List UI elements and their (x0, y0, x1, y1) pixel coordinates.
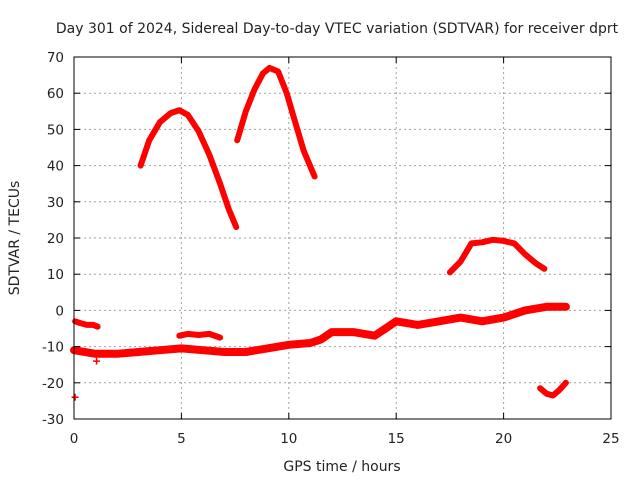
x-tick-label: 25 (602, 431, 619, 447)
series-layer (70, 64, 570, 401)
y-tick-label: 70 (47, 50, 64, 66)
series-arc-5 (72, 318, 101, 330)
x-tick-label: 15 (388, 431, 405, 447)
series-baseline (70, 302, 570, 358)
y-tick-label: -30 (42, 412, 64, 428)
y-tick-label: -10 (42, 340, 64, 356)
y-tick-label: 60 (47, 86, 64, 102)
y-tick-label: 10 (47, 267, 64, 283)
series-arc-6 (176, 330, 224, 341)
y-tick-label: -20 (42, 376, 64, 392)
y-tick-label: 0 (55, 303, 64, 319)
chart-title: Day 301 of 2024, Sidereal Day-to-day VTE… (56, 21, 619, 37)
series-arc-4 (537, 379, 569, 399)
series-arc-3 (446, 236, 548, 276)
series-arc-2 (234, 64, 318, 180)
y-tick-label: 50 (47, 122, 64, 138)
data-point-marker (93, 357, 101, 365)
axis-ticks: -30 -20 -10 0 10 20 30 40 50 60 70 0 5 10 15 20 25 (42, 50, 620, 447)
x-tick-label: 20 (495, 431, 512, 447)
y-axis-label: SDTVAR / TECUs (7, 181, 23, 296)
grid-lines (74, 57, 611, 419)
x-tick-label: 5 (177, 431, 186, 447)
y-tick-label: 30 (47, 195, 64, 211)
x-tick-label: 10 (280, 431, 297, 447)
y-tick-label: 20 (47, 231, 64, 247)
series-arc-1 (137, 107, 240, 231)
y-tick-label: 40 (47, 159, 64, 175)
data-point-marker (71, 393, 79, 401)
x-tick-label: 0 (70, 431, 79, 447)
x-axis-label: GPS time / hours (283, 459, 400, 475)
